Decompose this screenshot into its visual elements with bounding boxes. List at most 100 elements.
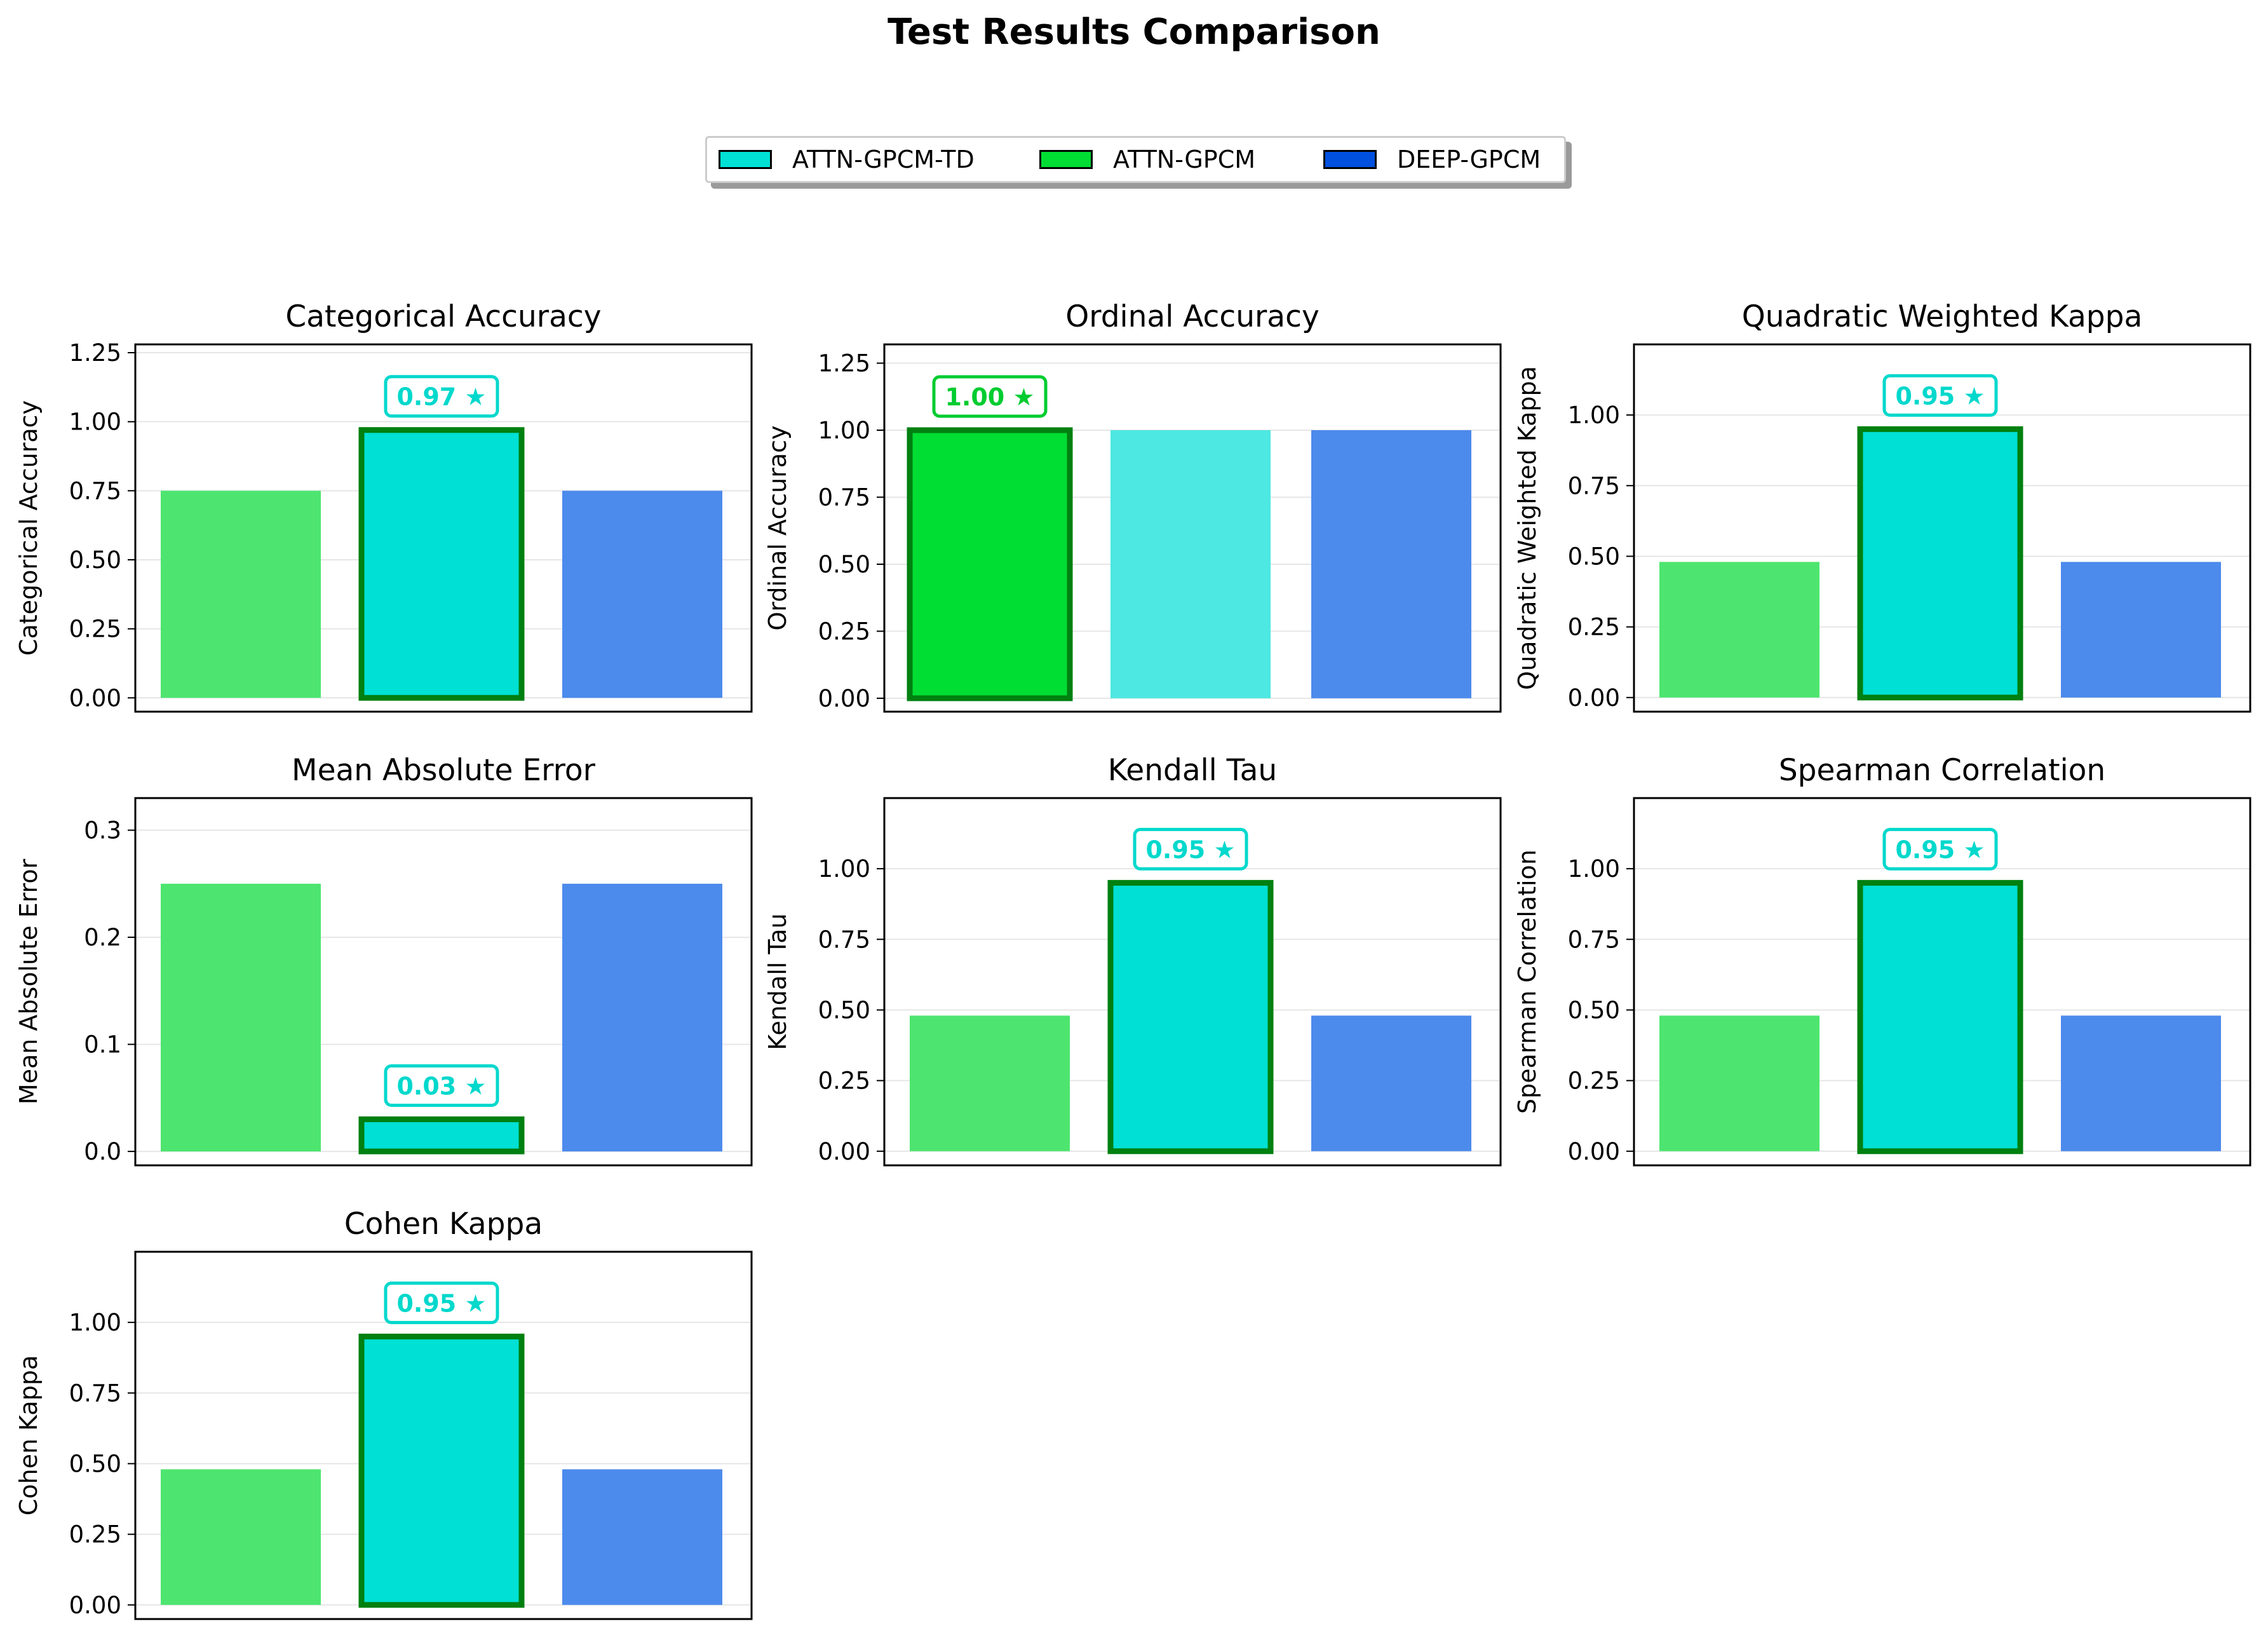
legend-entry-attn-gpcm-td: ATTN-GPCM-TD xyxy=(719,138,975,181)
plot-frame xyxy=(134,343,753,713)
bar-attn-gpcm-td xyxy=(1110,430,1271,698)
y-axis-label: Ordinal Accuracy xyxy=(764,425,792,630)
legend-label-deep-gpcm: DEEP-GPCM xyxy=(1397,146,1541,173)
y-tick-label: 0.25 xyxy=(1568,1067,1620,1095)
legend-label-attn-gpcm: ATTN-GPCM xyxy=(1113,146,1256,173)
bar-attn-gpcm xyxy=(161,1469,321,1605)
chart-title: Cohen Kappa xyxy=(344,1207,543,1242)
bar-attn-gpcm xyxy=(161,883,321,1152)
chart-quadratic-weighted-kappa: 0.00 0.25 0.50 0.75 1.00 0.95 ★ Quadratic Weig… xyxy=(1513,299,2251,713)
chart-spearman-correlation: 0.00 0.25 0.50 0.75 1.00 0.95 ★ Spearman Corre… xyxy=(1513,753,2251,1167)
y-tick-label: 0.25 xyxy=(818,618,870,645)
y-tick-label: 0.50 xyxy=(69,1450,121,1477)
y-tick-label: 0.0 xyxy=(84,1138,121,1165)
y-tick-label: 0.75 xyxy=(818,926,870,953)
chart-title: Mean Absolute Error xyxy=(292,753,596,788)
bar-attn-gpcm-td xyxy=(1857,879,2023,1155)
chart-title: Kendall Tau xyxy=(1108,753,1277,788)
bar-attn-gpcm-td xyxy=(358,427,525,701)
y-tick-label: 0.75 xyxy=(1568,926,1620,953)
y-tick-label: 1.00 xyxy=(69,409,121,436)
y-tick-label: 0.75 xyxy=(818,484,870,511)
bar-deep-gpcm xyxy=(2061,562,2221,698)
best-value-label: 1.00 ★ xyxy=(945,383,1034,411)
y-tick-label: 0.00 xyxy=(818,685,870,712)
y-axis-label: Categorical Accuracy xyxy=(15,400,43,656)
y-axis-label: Quadratic Weighted Kappa xyxy=(1513,366,1541,690)
chart-title: Quadratic Weighted Kappa xyxy=(1742,299,2143,334)
y-tick-label: 0.00 xyxy=(69,1592,121,1619)
bar-deep-gpcm xyxy=(562,883,722,1152)
y-tick-label: 1.25 xyxy=(818,350,870,377)
y-tick-label: 1.00 xyxy=(818,855,870,883)
plot-frame xyxy=(883,343,1502,713)
legend-swatch-attn-gpcm xyxy=(1039,150,1093,169)
chart-title: Categorical Accuracy xyxy=(285,299,601,334)
y-tick-label: 0.75 xyxy=(69,477,121,505)
bar-attn-gpcm xyxy=(907,427,1073,701)
bar-attn-gpcm xyxy=(161,491,321,698)
bar-attn-gpcm-td xyxy=(1857,426,2023,701)
y-tick-label: 1.00 xyxy=(69,1309,121,1336)
chart-categorical-accuracy: 0.00 0.25 0.50 0.75 1.00 1.25 0.97 ★ Categorica… xyxy=(15,299,753,713)
y-tick-label: 0.1 xyxy=(84,1031,121,1059)
chart-cohen-kappa: 0.00 0.25 0.50 0.75 1.00 0.95 ★ Cohen Kappa Coh… xyxy=(15,1207,753,1620)
y-tick-label: 0.00 xyxy=(818,1138,870,1165)
bar-attn-gpcm xyxy=(1659,1015,1819,1151)
y-tick-label: 0.00 xyxy=(69,684,121,712)
legend-entry-attn-gpcm: ATTN-GPCM xyxy=(1039,138,1255,181)
chart-title: Spearman Correlation xyxy=(1779,753,2105,788)
y-tick-label: 1.00 xyxy=(1568,402,1620,429)
best-value-label: 0.95 ★ xyxy=(1895,836,1985,864)
bar-attn-gpcm-td xyxy=(358,1333,525,1608)
figure-title: Test Results Comparison xyxy=(888,11,1380,53)
best-label-box xyxy=(1882,827,1998,871)
bar-deep-gpcm xyxy=(1311,1015,1471,1151)
y-tick-label: 0.75 xyxy=(69,1379,121,1407)
chart-mean-absolute-error: 0.0 0.1 0.2 0.3 0.03 ★ Mean Absolute Error Mea… xyxy=(15,753,753,1167)
plot-frame xyxy=(1633,343,2251,713)
y-tick-label: 1.25 xyxy=(69,339,121,367)
best-value-label: 0.95 ★ xyxy=(1145,836,1235,864)
y-tick-label: 1.00 xyxy=(818,417,870,444)
chart-title: Ordinal Accuracy xyxy=(1065,299,1320,334)
legend-swatch-deep-gpcm xyxy=(1323,150,1377,169)
y-tick-label: 0.75 xyxy=(1568,472,1620,499)
best-label-box xyxy=(932,375,1048,418)
y-tick-label: 0.50 xyxy=(818,551,870,578)
bar-attn-gpcm xyxy=(910,1015,1070,1151)
plot-frame xyxy=(1633,797,2251,1167)
y-tick-label: 0.50 xyxy=(818,996,870,1024)
legend-label-attn-gpcm-td: ATTN-GPCM-TD xyxy=(792,146,975,173)
y-tick-label: 0.25 xyxy=(818,1067,870,1095)
best-value-label: 0.95 ★ xyxy=(396,1289,486,1317)
y-tick-label: 1.00 xyxy=(1568,855,1620,883)
plot-frame xyxy=(883,797,1502,1167)
bar-deep-gpcm xyxy=(1311,430,1471,698)
y-tick-label: 0.00 xyxy=(1568,684,1620,712)
best-value-label: 0.03 ★ xyxy=(396,1073,486,1101)
y-axis-label: Cohen Kappa xyxy=(15,1355,43,1515)
bar-deep-gpcm xyxy=(562,491,722,698)
best-label-box xyxy=(1133,827,1248,871)
y-tick-label: 0.25 xyxy=(1568,614,1620,641)
best-value-label: 0.97 ★ xyxy=(396,383,486,411)
legend-swatch-attn-gpcm-td xyxy=(719,150,772,169)
bar-deep-gpcm xyxy=(2061,1015,2221,1151)
y-tick-label: 0.50 xyxy=(1568,543,1620,570)
y-axis-label: Mean Absolute Error xyxy=(15,858,43,1104)
bar-attn-gpcm xyxy=(1659,562,1819,698)
legend-entry-deep-gpcm: DEEP-GPCM xyxy=(1323,138,1541,181)
bar-attn-gpcm-td xyxy=(358,1116,525,1155)
plot-frame xyxy=(134,1250,753,1620)
chart-ordinal-accuracy: 0.00 0.25 0.50 0.75 1.00 1.25 1.00 ★ Ordinal Ac… xyxy=(764,299,1502,713)
bar-deep-gpcm xyxy=(562,1469,722,1605)
best-value-label: 0.95 ★ xyxy=(1895,382,1985,410)
best-label-box xyxy=(1882,374,1998,417)
y-tick-label: 0.50 xyxy=(1568,996,1620,1024)
best-label-box xyxy=(384,1064,499,1108)
legend: ATTN-GPCM-TD ATTN-GPCM DEEP-GPCM xyxy=(705,136,1566,183)
bar-attn-gpcm-td xyxy=(1107,879,1274,1155)
y-tick-label: 0.25 xyxy=(69,616,121,643)
